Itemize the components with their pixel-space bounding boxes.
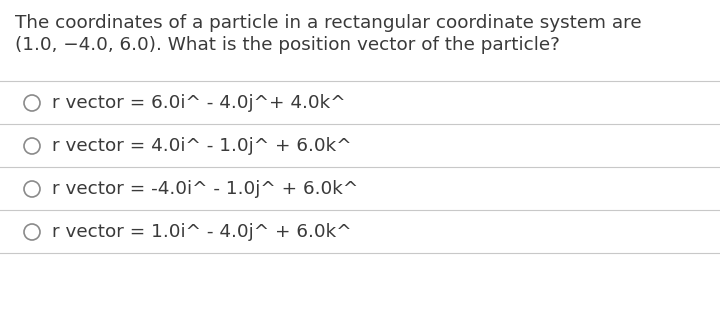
Text: (1.0, −4.0, 6.0). What is the position vector of the particle?: (1.0, −4.0, 6.0). What is the position v… [15, 36, 560, 54]
Text: r vector = -4.0i^ - 1.0j^ + 6.0k^: r vector = -4.0i^ - 1.0j^ + 6.0k^ [52, 180, 359, 198]
Text: r vector = 6.0i^ - 4.0j^+ 4.0k^: r vector = 6.0i^ - 4.0j^+ 4.0k^ [52, 94, 346, 112]
Text: r vector = 1.0i^ - 4.0j^ + 6.0k^: r vector = 1.0i^ - 4.0j^ + 6.0k^ [52, 223, 351, 241]
Text: r vector = 4.0i^ - 1.0j^ + 6.0k^: r vector = 4.0i^ - 1.0j^ + 6.0k^ [52, 137, 351, 155]
Text: The coordinates of a particle in a rectangular coordinate system are: The coordinates of a particle in a recta… [15, 14, 642, 32]
